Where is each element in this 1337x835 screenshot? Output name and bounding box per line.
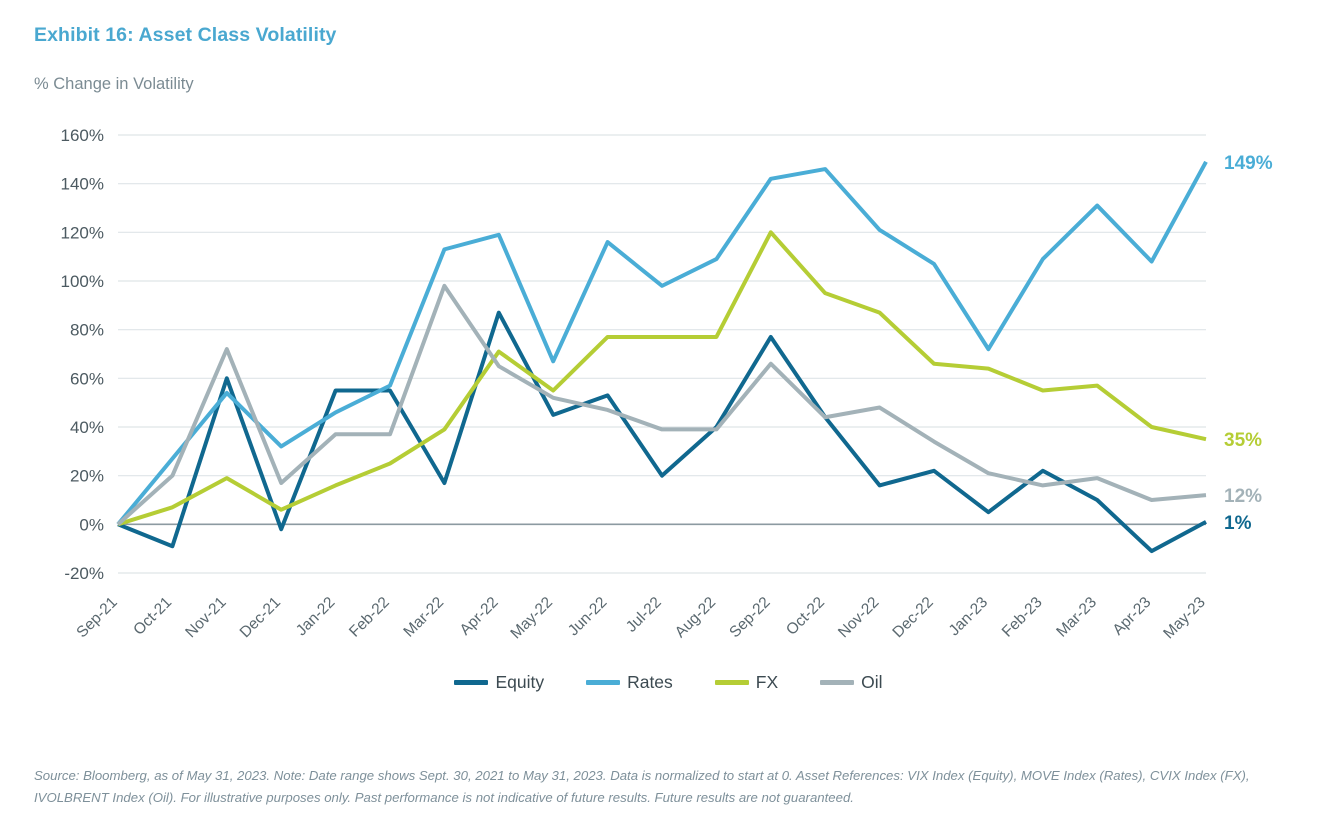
axis-subtitle: % Change in Volatility xyxy=(34,75,194,93)
x-tick-label: Nov-22 xyxy=(835,594,882,641)
x-tick-label: Oct-22 xyxy=(783,594,828,639)
x-tick-label: Dec-22 xyxy=(889,594,936,641)
x-tick-label: Mar-23 xyxy=(1053,594,1100,641)
x-axis-tick-labels: Sep-21 Oct-21 Nov-21 Dec-21 Jan-22 Feb-22 Mar-… xyxy=(73,594,1208,643)
legend-item-label: Oil xyxy=(861,672,883,692)
series-line-oil xyxy=(116,283,1207,526)
x-tick-label: Jun-22 xyxy=(565,594,611,640)
legend-item-equity[interactable]: Equity xyxy=(454,672,544,693)
x-tick-label: Jul-22 xyxy=(623,594,665,636)
end-label-oil: 12% xyxy=(1224,486,1262,507)
series-line-fx xyxy=(117,230,1207,527)
end-label-fx: 35% xyxy=(1224,430,1262,451)
x-tick-label: Sep-22 xyxy=(726,594,773,641)
y-tick-label: 80% xyxy=(70,321,104,340)
end-label-equity: 1% xyxy=(1224,513,1252,534)
y-tick-label: 0% xyxy=(79,515,104,534)
x-tick-label: Jan-23 xyxy=(946,594,992,640)
x-tick-label: May-23 xyxy=(1160,594,1209,643)
x-tick-label: Oct-21 xyxy=(130,594,175,639)
x-tick-label: Sep-21 xyxy=(73,594,120,641)
series-line-equity xyxy=(117,310,1207,554)
x-tick-label: Dec-21 xyxy=(237,594,284,641)
y-tick-label: 20% xyxy=(70,467,104,486)
y-tick-label: 40% xyxy=(70,418,104,437)
y-tick-label: 160% xyxy=(61,126,104,145)
legend-swatch-icon xyxy=(820,680,855,685)
x-tick-label: Apr-22 xyxy=(457,594,502,639)
series-line-rates xyxy=(116,160,1208,526)
page-title: Exhibit 16: Asset Class Volatility xyxy=(34,24,337,46)
chart-legend: Equity Rates FX Oil xyxy=(0,672,1337,693)
series-end-labels: 149% 35% 12% 1% xyxy=(1224,153,1273,534)
y-axis-tick-labels: 160% 140% 120% 100% 80% 60% 40% 20% 0% -20% xyxy=(61,126,104,583)
legend-item-fx[interactable]: FX xyxy=(714,672,779,693)
x-tick-label: Jan-22 xyxy=(293,594,339,640)
x-tick-label: Aug-22 xyxy=(672,594,719,641)
y-tick-label: 100% xyxy=(61,272,104,291)
x-tick-label: Mar-22 xyxy=(400,594,447,641)
end-label-rates: 149% xyxy=(1224,153,1273,174)
x-tick-label: Apr-23 xyxy=(1110,594,1155,639)
legend-item-label: Equity xyxy=(495,672,545,692)
legend-item-oil[interactable]: Oil xyxy=(820,672,883,693)
y-tick-label: -20% xyxy=(64,564,104,583)
y-tick-label: 140% xyxy=(61,175,104,194)
x-tick-label: Nov-21 xyxy=(182,594,229,641)
legend-swatch-icon xyxy=(586,680,621,685)
x-tick-label: May-22 xyxy=(507,594,556,643)
legend-item-rates[interactable]: Rates xyxy=(586,672,673,693)
footnote: Source: Bloomberg, as of May 31, 2023. N… xyxy=(34,768,1250,805)
legend-swatch-icon xyxy=(454,680,489,685)
legend-swatch-icon xyxy=(714,680,749,685)
gridlines xyxy=(118,134,1206,574)
legend-item-label: FX xyxy=(755,672,779,692)
series-lines xyxy=(116,160,1208,554)
x-tick-label: Feb-23 xyxy=(999,594,1046,641)
y-tick-label: 60% xyxy=(70,369,104,388)
x-tick-label: Feb-22 xyxy=(346,594,393,641)
legend-item-label: Rates xyxy=(627,672,673,692)
y-tick-label: 120% xyxy=(61,223,104,242)
